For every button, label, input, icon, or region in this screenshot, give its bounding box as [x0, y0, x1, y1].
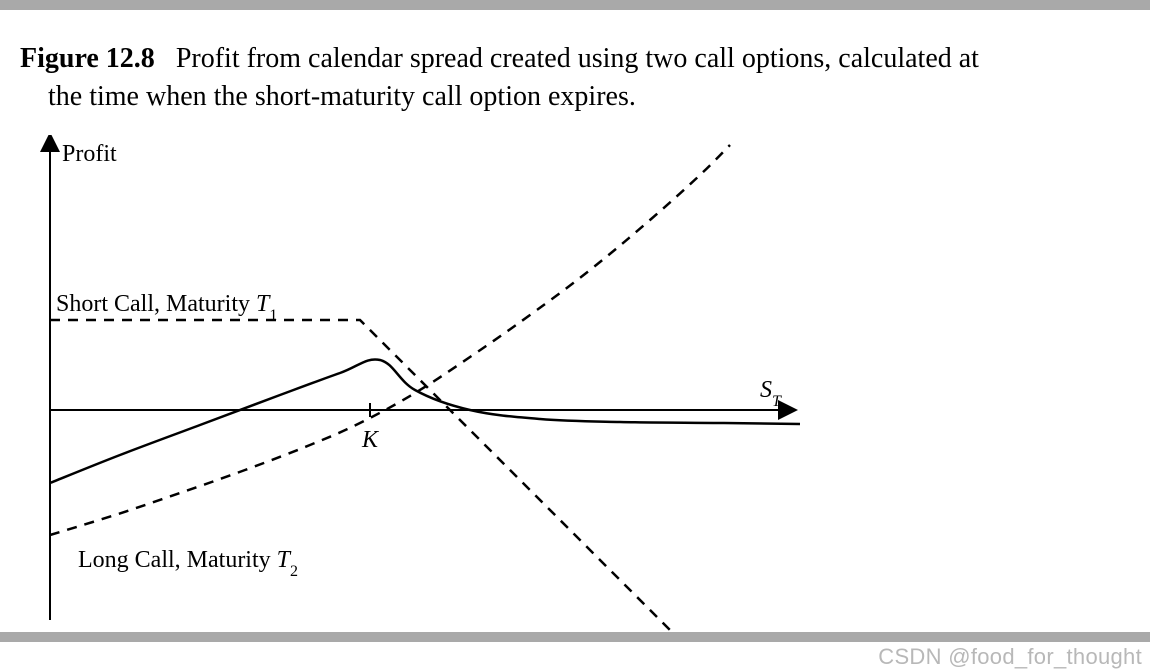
figure-page: Figure 12.8 Profit from calendar spread …: [0, 0, 1150, 672]
long-call-label: Long Call, Maturity T2: [78, 547, 298, 580]
calendar-spread-chart: Profit ST K Short Call, Maturity T1 Long Cal…: [20, 135, 1130, 635]
caption-line-1: Profit from calendar spread created usin…: [176, 43, 979, 74]
x-axis-label: ST: [760, 377, 782, 410]
bottom-rule: [0, 632, 1150, 642]
caption-line-2: the time when the short-maturity call op…: [48, 78, 1130, 116]
figure-caption: Figure 12.8 Profit from calendar spread …: [20, 40, 1130, 116]
top-rule: [0, 0, 1150, 10]
watermark-text: CSDN @food_for_thought: [878, 644, 1142, 670]
calendar-spread-curve: [50, 359, 800, 483]
y-axis-label: Profit: [62, 141, 117, 167]
chart-svg: Profit ST K Short Call, Maturity T1 Long Cal…: [20, 135, 1130, 635]
long-call-curve: [50, 145, 730, 535]
figure-label: Figure 12.8: [20, 43, 155, 74]
short-call-curve: [50, 320, 670, 630]
short-call-label: Short Call, Maturity T1: [56, 291, 277, 324]
strike-label: K: [361, 427, 380, 453]
